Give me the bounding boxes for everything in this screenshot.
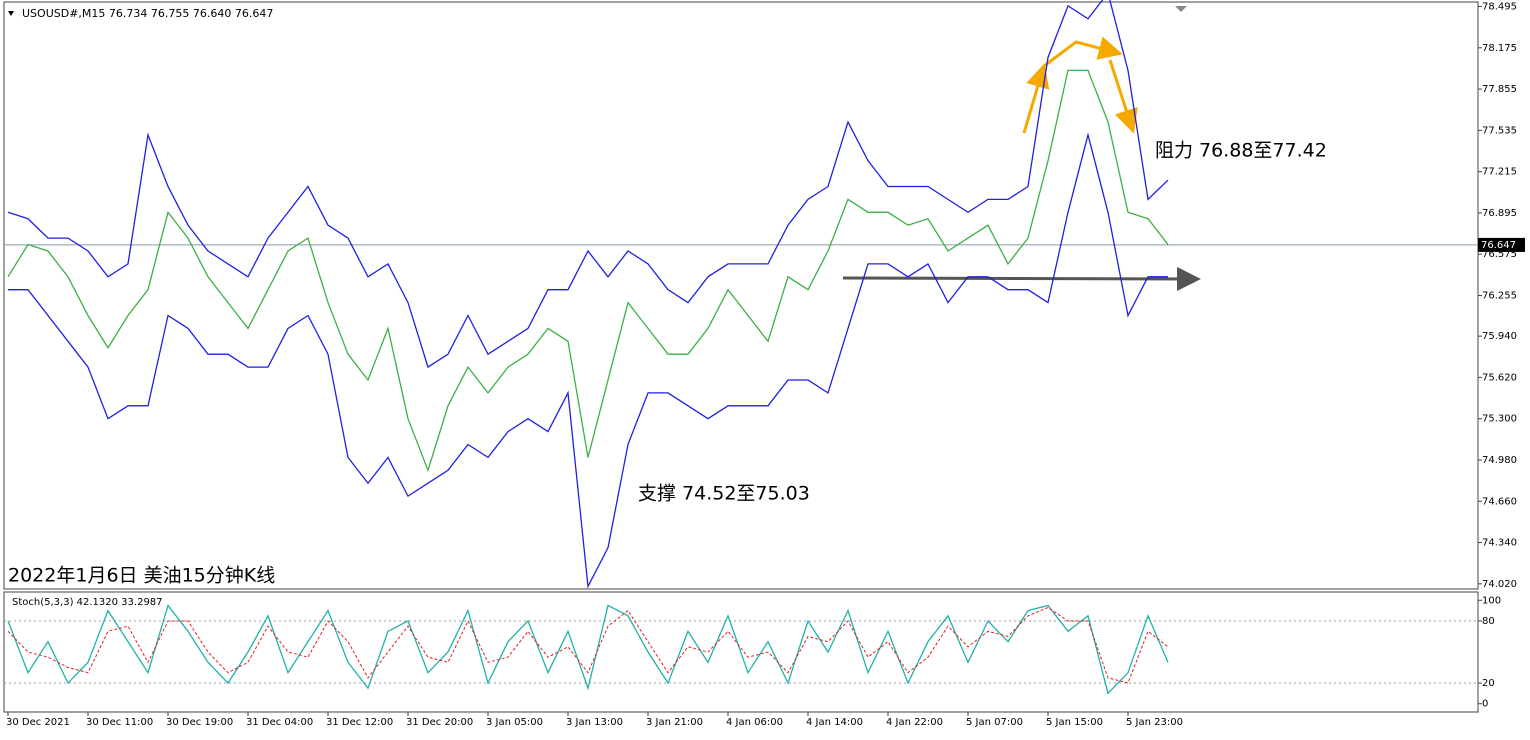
y-tick-label: 80 (1482, 616, 1495, 627)
arrow (842, 266, 1201, 291)
y-tick-label: 78.495 (1482, 2, 1517, 13)
x-tick-label: 31 Dec 20:00 (406, 717, 473, 728)
y-tick-label: 74.340 (1482, 538, 1517, 549)
series-line (7, 69, 1169, 473)
series-line (7, 0, 1169, 369)
y-tick-label: 75.940 (1482, 331, 1517, 342)
y-tick-label: 20 (1482, 678, 1495, 689)
y-tick-label: 77.855 (1482, 84, 1517, 95)
x-tick-label: 4 Jan 22:00 (886, 717, 943, 728)
current-price-label: 76.647 (1481, 240, 1516, 251)
y-tick-label: 75.620 (1482, 372, 1517, 383)
y-tick-label: 74.980 (1482, 455, 1517, 466)
series-line (7, 606, 1169, 684)
series-line (7, 604, 1169, 695)
x-tick-label: 4 Jan 06:00 (726, 717, 783, 728)
annotation: 2022年1月6日 美油15分钟K线 (8, 565, 275, 587)
x-tick-label: 3 Jan 05:00 (486, 717, 543, 728)
y-tick-label: 100 (1482, 595, 1501, 606)
x-tick-label: 30 Dec 19:00 (166, 717, 233, 728)
title-icon (8, 11, 14, 16)
marker (1175, 6, 1187, 12)
x-tick-label: 30 Dec 2021 (6, 717, 70, 728)
annotation: 支撑 74.52至75.03 (638, 483, 810, 505)
y-tick-label: 77.215 (1482, 167, 1517, 178)
y-tick-label: 76.255 (1482, 291, 1517, 302)
price-label-bg (1478, 237, 1525, 252)
annotation: 阻力 76.88至77.42 (1155, 140, 1327, 162)
x-tick-label: 31 Dec 04:00 (246, 717, 313, 728)
y-tick-label: 75.300 (1482, 414, 1517, 425)
y-tick-label: 76.895 (1482, 208, 1517, 219)
series-line (8, 132, 1168, 589)
arrows (842, 36, 1201, 291)
y-tick-label: 77.535 (1482, 125, 1517, 136)
x-tick-label: 5 Jan 07:00 (966, 717, 1023, 728)
stoch-title: Stoch(5,3,3) 42.1320 33.2987 (12, 597, 163, 608)
y-tick-label: 74.660 (1482, 496, 1517, 507)
x-tick-label: 4 Jan 14:00 (806, 717, 863, 728)
arrow (1108, 59, 1138, 134)
arrow (1043, 36, 1123, 68)
y-tick-label: 78.175 (1482, 43, 1517, 54)
x-tick-label: 30 Dec 11:00 (86, 717, 153, 728)
y-tick-label: 76.575 (1482, 249, 1517, 260)
y-tick-label: 74.020 (1482, 579, 1517, 590)
x-tick-label: 5 Jan 23:00 (1126, 717, 1183, 728)
arrow (1022, 63, 1050, 134)
x-tick-label: 5 Jan 15:00 (1046, 717, 1103, 728)
stoch-panel (3, 591, 1479, 713)
x-tick-label: 3 Jan 21:00 (646, 717, 703, 728)
y-tick-label: 0 (1482, 699, 1488, 710)
x-tick-label: 3 Jan 13:00 (566, 717, 623, 728)
x-tick-label: 31 Dec 12:00 (326, 717, 393, 728)
chart-title: USOUSD#,M15 76.734 76.755 76.640 76.647 (22, 7, 273, 20)
